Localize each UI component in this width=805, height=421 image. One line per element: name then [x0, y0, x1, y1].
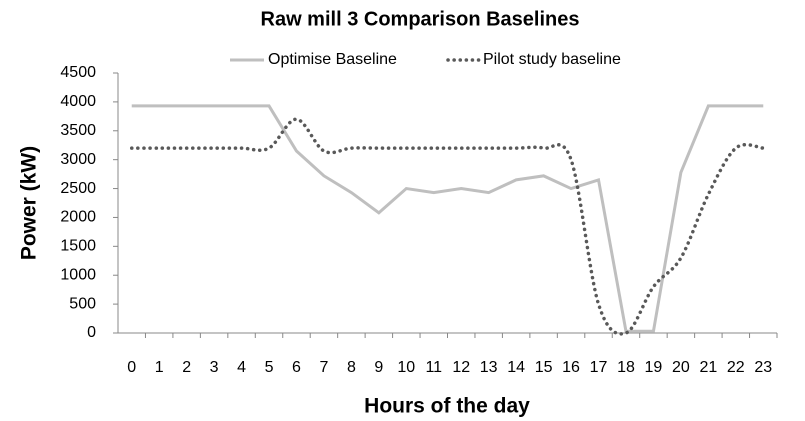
x-tick-label: 3 — [210, 359, 219, 376]
legend-label: Optimise Baseline — [268, 51, 397, 68]
y-tick-label: 3000 — [60, 151, 96, 168]
x-tick-label: 10 — [397, 359, 415, 376]
x-tick-label: 18 — [617, 359, 635, 376]
x-tick-label: 0 — [127, 359, 136, 376]
series-line — [131, 104, 764, 333]
y-tick-label: 1500 — [60, 238, 96, 255]
x-tick-label: 13 — [480, 359, 498, 376]
x-tick-label: 9 — [374, 359, 383, 376]
y-tick-label: 500 — [69, 295, 96, 312]
x-tick-label: 5 — [265, 359, 274, 376]
y-tick-label: 3500 — [60, 122, 96, 139]
x-tick-label: 19 — [645, 359, 663, 376]
y-tick-label: 0 — [87, 324, 96, 341]
x-tick-label: 2 — [182, 359, 191, 376]
x-tick-label: 7 — [319, 359, 328, 376]
y-tick-label: 2000 — [60, 209, 96, 226]
x-tick-label: 20 — [672, 359, 690, 376]
x-tick-label: 4 — [237, 359, 246, 376]
x-tick-label: 21 — [699, 359, 717, 376]
legend-label: Pilot study baseline — [483, 51, 621, 68]
y-tick-label: 4000 — [60, 93, 96, 110]
x-tick-label: 16 — [562, 359, 580, 376]
x-tick-label: 11 — [425, 359, 442, 376]
y-tick-label: 2500 — [60, 180, 96, 197]
x-axis-title: Hours of the day — [364, 395, 530, 418]
x-tick-label: 6 — [292, 359, 301, 376]
x-tick-label: 1 — [155, 359, 164, 376]
x-tick-label: 8 — [347, 359, 356, 376]
x-tick-label: 22 — [727, 359, 745, 376]
x-tick-label: 14 — [507, 359, 525, 376]
x-tick-label: 15 — [535, 359, 553, 376]
chart-title: Raw mill 3 Comparison Baselines — [261, 8, 580, 30]
x-tick-label: 17 — [590, 359, 608, 376]
y-tick-label: 1000 — [60, 266, 96, 283]
x-tick-label: 12 — [452, 359, 470, 376]
x-tick-label: 23 — [754, 359, 772, 376]
y-tick-label: 4500 — [60, 64, 96, 81]
y-axis-title: Power (kW) — [18, 146, 41, 260]
series-line — [129, 117, 766, 336]
